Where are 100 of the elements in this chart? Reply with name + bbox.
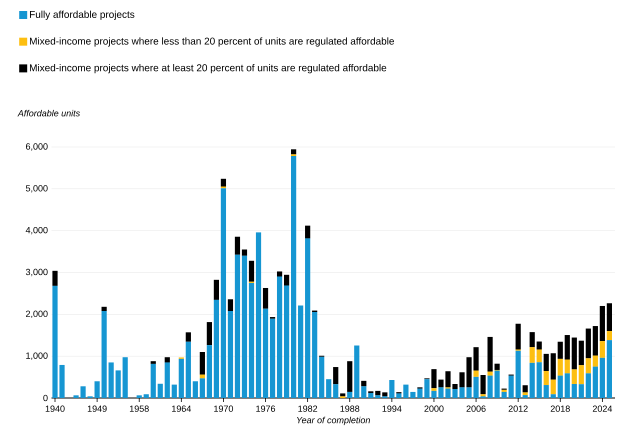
x-axis-title: Year of completion <box>297 416 370 426</box>
y-axis-title: Affordable units <box>17 110 80 116</box>
legend-label: Mixed-income projects where at least 20 percent of units are regulated affordable <box>30 64 386 74</box>
bar <box>262 308 268 398</box>
bar <box>592 356 598 367</box>
x-tick-label: 1964 <box>172 406 192 412</box>
bar <box>480 374 486 394</box>
bar <box>473 370 479 377</box>
bar <box>459 372 465 388</box>
bar <box>445 388 451 398</box>
bar <box>228 299 234 311</box>
bar <box>347 361 352 392</box>
bar <box>431 388 437 391</box>
bar <box>242 256 248 398</box>
bar <box>102 306 107 311</box>
bar <box>256 232 262 398</box>
y-tick-label: 3,000 <box>26 268 48 276</box>
bar <box>438 387 444 398</box>
bar <box>424 379 430 398</box>
bar <box>52 270 58 286</box>
bar <box>262 288 268 309</box>
bar <box>592 366 598 398</box>
y-tick-label: 1,000 <box>26 352 48 360</box>
bar <box>276 271 282 276</box>
bar <box>452 384 458 390</box>
x-tick-label: 2000 <box>424 406 444 412</box>
bar <box>276 276 282 398</box>
y-tick-label: 2,000 <box>26 310 48 318</box>
bar <box>248 282 254 398</box>
bar <box>80 386 86 398</box>
bar <box>200 352 205 375</box>
bar <box>291 149 296 154</box>
bar <box>473 347 479 371</box>
legend-label: Mixed-income projects where less than 20 percent of units are regulated affordable <box>30 37 394 47</box>
bar <box>220 178 226 187</box>
bar <box>466 387 472 398</box>
x-tick-label: 2024 <box>592 406 612 412</box>
bar <box>431 390 437 398</box>
bar <box>606 340 612 398</box>
bar <box>487 336 493 372</box>
bar <box>214 280 220 300</box>
bar <box>164 357 170 362</box>
bar <box>606 331 612 340</box>
bar <box>284 285 290 398</box>
bar <box>438 380 444 388</box>
x-tick-label: 2018 <box>550 406 570 412</box>
bar <box>206 345 212 398</box>
y-tick-label: 6,000 <box>26 143 48 151</box>
bar <box>522 385 528 392</box>
bar <box>291 156 296 398</box>
bar <box>522 392 528 396</box>
bar <box>502 392 507 398</box>
bar <box>494 370 500 398</box>
bar <box>445 371 451 388</box>
bar <box>466 357 472 388</box>
y-tick-label: 4,000 <box>26 226 48 234</box>
bar <box>516 324 521 350</box>
x-tick-label: 1958 <box>130 406 149 412</box>
bar <box>396 393 402 398</box>
bar <box>200 374 205 378</box>
bar <box>284 274 290 286</box>
bar <box>305 238 310 398</box>
x-tick-label: 1994 <box>382 406 402 412</box>
x-tick-label: 1982 <box>298 406 318 412</box>
bar <box>102 310 107 398</box>
bar <box>192 381 198 398</box>
bar <box>214 300 220 398</box>
bar <box>234 254 240 398</box>
bar <box>389 380 394 398</box>
x-tick-label: 1976 <box>256 406 276 412</box>
bar <box>487 376 493 398</box>
bar <box>248 260 254 282</box>
bar <box>52 286 58 398</box>
bar <box>220 188 226 398</box>
x-tick-label: 1940 <box>46 406 65 412</box>
bar <box>94 381 100 398</box>
bar <box>361 380 366 386</box>
x-tick-label: 1949 <box>88 406 107 412</box>
bar <box>186 332 191 342</box>
bar <box>206 322 212 346</box>
bar <box>242 249 248 256</box>
bar <box>473 376 479 398</box>
y-tick-label: 0 <box>43 394 48 402</box>
bar <box>600 341 605 358</box>
bar <box>452 389 458 398</box>
bar <box>150 361 156 364</box>
bar <box>298 306 304 398</box>
bar <box>459 387 465 398</box>
bar <box>606 303 612 332</box>
x-tick-label: 1988 <box>340 406 360 412</box>
x-tick-label: 1970 <box>214 406 234 412</box>
bar <box>200 378 205 398</box>
bar <box>600 358 605 398</box>
bar <box>431 369 437 388</box>
bar <box>487 372 493 376</box>
bar <box>600 306 605 342</box>
bar <box>228 310 234 398</box>
bar <box>410 392 416 398</box>
bar <box>494 364 500 370</box>
bar <box>592 326 598 356</box>
